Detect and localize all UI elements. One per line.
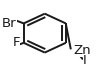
Text: I: I	[83, 54, 87, 67]
Text: F: F	[12, 36, 20, 49]
Text: Br: Br	[2, 17, 16, 30]
Text: Zn: Zn	[73, 44, 91, 57]
